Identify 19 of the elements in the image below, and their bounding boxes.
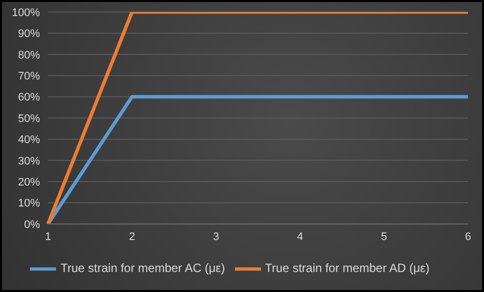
x-tick-label: 3 bbox=[212, 230, 220, 243]
y-tick-label: 70% bbox=[18, 70, 40, 83]
x-tick-label: 2 bbox=[128, 230, 136, 243]
y-tick-label: 60% bbox=[18, 92, 40, 104]
y-tick-label: 80% bbox=[18, 49, 40, 62]
y-tick-label: 40% bbox=[18, 134, 40, 146]
x-tick-label: 6 bbox=[464, 230, 472, 243]
x-tick-label: 1 bbox=[44, 230, 52, 243]
y-tick-label: 90% bbox=[18, 28, 40, 40]
legend-label: True strain for member AC (με) bbox=[60, 261, 225, 276]
legend-label: True strain for member AD (με) bbox=[265, 261, 430, 276]
y-tick-label: 0% bbox=[24, 218, 40, 231]
y-tick-label: 30% bbox=[18, 155, 40, 168]
x-tick-label: 5 bbox=[380, 230, 388, 243]
y-tick-label: 10% bbox=[18, 198, 40, 210]
y-tick-label: 20% bbox=[18, 176, 40, 189]
x-tick-label: 4 bbox=[296, 230, 304, 243]
y-tick-label: 100% bbox=[12, 6, 40, 19]
y-tick-label: 50% bbox=[18, 112, 40, 125]
